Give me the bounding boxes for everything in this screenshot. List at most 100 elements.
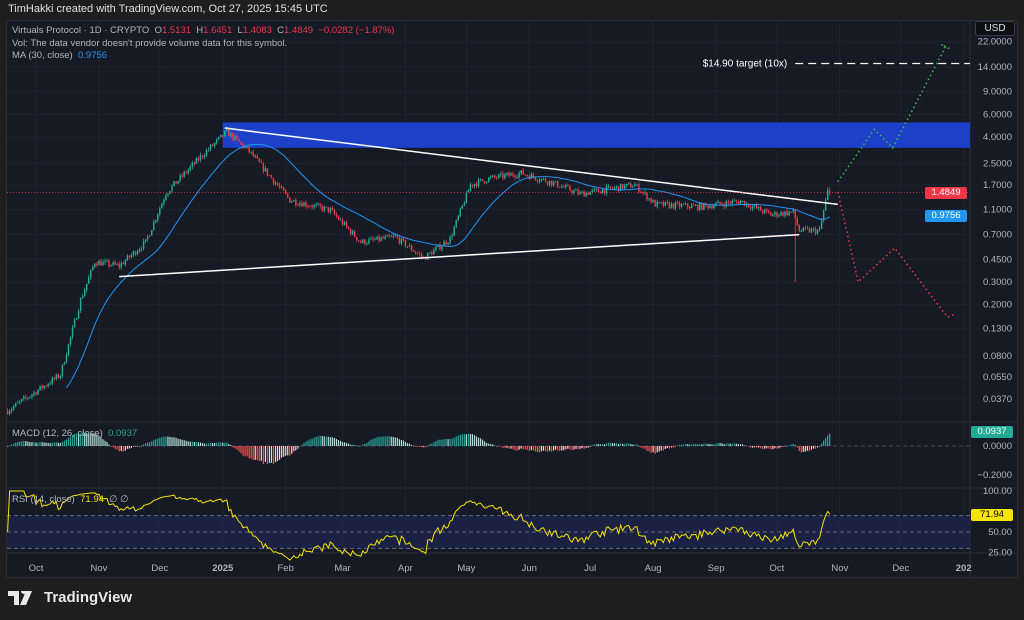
candle-body [435,246,437,250]
macd-histogram-bar [171,437,173,446]
macd-histogram-bar [816,446,819,448]
macd-histogram-bar [203,443,206,446]
macd-histogram-bar [713,444,715,446]
candle-body [102,261,104,266]
macd-histogram-bar [187,441,189,446]
candle-body [37,389,39,395]
macd-histogram-bar [762,446,764,450]
macd-histogram-bar [780,446,782,448]
candle-body [242,143,244,148]
macd-histogram-bar [299,446,301,447]
macd-histogram-bar [222,442,224,446]
price-tick-label: 1.7000 [983,180,1012,191]
rsi-line [7,490,831,561]
candle-body [733,200,736,202]
macd-histogram-bar [788,445,790,446]
price-tick-label: 0.0800 [983,351,1012,362]
candle-body [743,201,746,206]
ma-label: MA (30, close) [12,50,73,61]
candle-body [171,185,173,192]
candle-body [317,204,319,205]
tradingview-logo[interactable]: TradingView [8,589,132,606]
candle-body [226,128,228,132]
macd-histogram-bar [272,446,275,464]
macd-histogram-bar [680,444,683,446]
candle-body [695,205,697,206]
candle-body [619,184,622,191]
candle-body [552,182,555,186]
macd-histogram-bar [429,444,431,446]
macd-histogram-bar [652,446,654,453]
candle-body [613,187,616,189]
macd-histogram-bar [126,446,128,449]
candle-body [443,241,445,247]
candle-body [577,189,579,195]
ma-legend[interactable]: MA (30, close) 0.9756 [12,50,107,61]
macd-histogram-bar [475,436,478,446]
macd-histogram-bar [798,446,800,452]
rsi-legend[interactable]: RSI (14, close) 71.94 ∅ ∅ [12,494,128,505]
candle-body [591,190,593,192]
candle-body [289,197,291,203]
macd-histogram-bar [754,446,756,448]
price-tick-label: 9.0000 [983,87,1012,98]
macd-histogram-bar [57,442,59,446]
candle-body [410,245,413,251]
candle-body [323,206,326,211]
currency-button[interactable]: USD [975,21,1015,36]
macd-histogram-bar [624,443,626,446]
candle-body [309,206,311,208]
macd-histogram-bar [260,446,262,461]
candle-body [10,409,13,412]
macd-histogram-bar [358,445,360,447]
candle-body [457,215,459,220]
macd-histogram-bar [410,444,413,446]
candle-body [100,261,102,266]
candle-body [213,142,216,146]
macd-histogram-bar [240,446,242,454]
macd-histogram-bar [317,436,319,446]
candle-body [818,228,821,230]
macd-histogram-bar [636,444,638,446]
macd-histogram-bar [502,446,504,448]
macd-histogram-bar [319,435,321,446]
macd-histogram-bar [725,443,727,446]
candle-body [593,189,595,191]
macd-histogram-bar [658,446,660,452]
macd-histogram-bar [514,446,516,451]
macd-legend[interactable]: MACD (12, 26, close) 0.0937 [12,428,137,439]
candle-body [86,283,88,291]
candle-body [201,155,204,158]
macd-histogram-bar [500,446,502,447]
candle-body [75,318,78,320]
candle-body [441,246,443,250]
macd-histogram-bar [392,436,394,446]
candle-body [8,411,11,415]
macd-histogram-bar [749,446,752,448]
macd-histogram-bar [63,440,66,446]
macd-histogram-bar [599,444,601,446]
macd-histogram-bar [73,433,76,446]
candle-body [682,204,685,206]
chart-panel[interactable] [6,20,1018,578]
macd-histogram-bar [214,443,216,446]
candle-body [21,399,23,402]
price-tick-label: 22.0000 [978,37,1012,48]
candle-body [788,211,790,216]
price-tick-label: 0.4500 [983,254,1012,265]
macd-histogram-bar [276,446,279,462]
macd-histogram-bar [337,440,340,446]
candle-body [556,181,559,188]
macd-histogram-bar [670,446,672,448]
macd-histogram-bar [98,435,100,446]
candle-body [628,183,630,185]
candle-body [183,171,185,177]
macd-histogram-bar [433,442,435,446]
macd-histogram-bar [71,435,74,446]
candle-body [729,202,732,204]
candles [7,43,970,416]
candle-body [293,200,295,202]
macd-histogram-bar [563,446,565,451]
macd-histogram-bar [307,440,309,446]
